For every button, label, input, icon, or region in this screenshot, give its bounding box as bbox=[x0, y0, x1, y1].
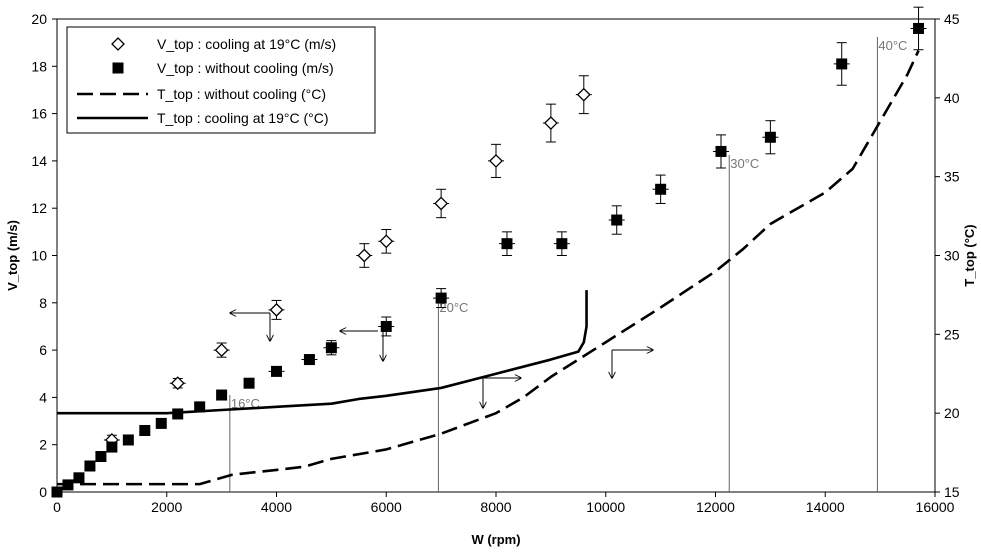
y-left-tick-label: 0 bbox=[39, 484, 47, 500]
data-point-square bbox=[243, 377, 255, 389]
data-point-square bbox=[764, 131, 776, 143]
data-point-square bbox=[73, 472, 85, 484]
x-tick-label: 14000 bbox=[806, 499, 845, 515]
data-point-square bbox=[106, 441, 118, 453]
data-point-square bbox=[556, 238, 568, 250]
data-point-square bbox=[913, 22, 925, 34]
data-point-square bbox=[303, 354, 315, 366]
data-point-diamond bbox=[434, 196, 449, 211]
data-point-diamond bbox=[543, 116, 558, 130]
data-point-square bbox=[172, 408, 184, 420]
x-tick-label: 16000 bbox=[916, 499, 955, 515]
y-right-tick-label: 20 bbox=[944, 405, 960, 421]
y-left-tick-label: 10 bbox=[31, 248, 47, 264]
data-point-diamond bbox=[170, 376, 185, 391]
x-axis-label: W (rpm) bbox=[471, 532, 520, 547]
series-line-3 bbox=[57, 290, 588, 415]
y-left-tick-label: 14 bbox=[31, 153, 47, 169]
y-left-tick-label: 12 bbox=[31, 200, 47, 216]
axis-layer: 0 2000 4000 6000 8000 10000 12000 14000 16000 0 2 4… bbox=[5, 11, 977, 547]
data-point-square bbox=[216, 389, 228, 401]
legend-marker-diamond bbox=[111, 37, 125, 51]
data-point-square bbox=[271, 365, 282, 377]
legend-marker-square bbox=[112, 62, 124, 74]
data-point-diamond bbox=[489, 153, 503, 168]
y-left-axis-label: V_top (m/s) bbox=[5, 220, 20, 291]
y-left-tick-label: 18 bbox=[31, 58, 47, 74]
y-right-tick-label: 40 bbox=[944, 90, 960, 106]
data-point-square bbox=[655, 183, 667, 195]
x-tick-label: 6000 bbox=[371, 499, 402, 515]
data-point-square bbox=[435, 292, 447, 304]
y-right-tick-label: 35 bbox=[944, 169, 960, 185]
legend-label: T_top : without cooling (°C) bbox=[157, 86, 326, 102]
y-right-tick-label: 25 bbox=[944, 326, 960, 342]
legend-label: V_top : without cooling (m/s) bbox=[157, 60, 334, 76]
y-left-tick-label: 8 bbox=[39, 295, 47, 311]
data-layer bbox=[51, 6, 927, 498]
data-point-square bbox=[122, 434, 134, 446]
data-point-square bbox=[194, 401, 206, 413]
y-left-tick-label: 6 bbox=[39, 342, 47, 358]
data-point-square bbox=[501, 238, 513, 250]
y-right-tick-label: 15 bbox=[944, 484, 960, 500]
data-point-square bbox=[95, 451, 107, 463]
y-right-tick-label: 45 bbox=[944, 11, 960, 27]
data-point-diamond bbox=[214, 343, 229, 358]
data-point-square bbox=[139, 425, 151, 437]
data-point-diamond bbox=[357, 248, 372, 263]
data-point-square bbox=[325, 342, 337, 354]
series-line-2 bbox=[57, 49, 920, 486]
legend-label: T_top : cooling at 19°C (°C) bbox=[157, 110, 329, 126]
annotation-label: 20°C bbox=[439, 300, 468, 315]
data-point-diamond bbox=[379, 234, 394, 249]
y-left-tick-label: 20 bbox=[31, 11, 47, 27]
legend: V_top : cooling at 19°C (m/s) V_top : wit… bbox=[66, 26, 376, 134]
data-point-square bbox=[155, 417, 167, 429]
x-tick-label: 4000 bbox=[261, 499, 292, 515]
data-point-square bbox=[611, 214, 623, 226]
legend-label: V_top : cooling at 19°C (m/s) bbox=[157, 36, 336, 52]
y-left-tick-label: 2 bbox=[39, 437, 47, 453]
x-tick-label: 10000 bbox=[586, 499, 625, 515]
y-left-tick-label: 16 bbox=[31, 106, 47, 122]
annotation-label: 40°C bbox=[878, 38, 907, 53]
x-tick-label: 2000 bbox=[151, 499, 182, 515]
x-tick-label: 8000 bbox=[480, 499, 511, 515]
data-point-square bbox=[380, 320, 392, 332]
data-point-diamond bbox=[269, 302, 284, 317]
y-left-tick-label: 4 bbox=[39, 389, 47, 405]
y-right-tick-label: 30 bbox=[944, 248, 960, 264]
x-tick-label: 0 bbox=[53, 499, 61, 515]
data-point-square bbox=[84, 460, 96, 472]
data-point-square bbox=[715, 145, 727, 157]
data-point-square bbox=[836, 58, 848, 70]
annotation-layer: 16°C20°C30°C40°C bbox=[230, 37, 907, 492]
x-tick-label: 12000 bbox=[696, 499, 735, 515]
annotation-label: 30°C bbox=[730, 156, 759, 171]
y-right-axis-label: T_top (°C) bbox=[962, 224, 977, 286]
data-point-diamond bbox=[576, 87, 591, 102]
